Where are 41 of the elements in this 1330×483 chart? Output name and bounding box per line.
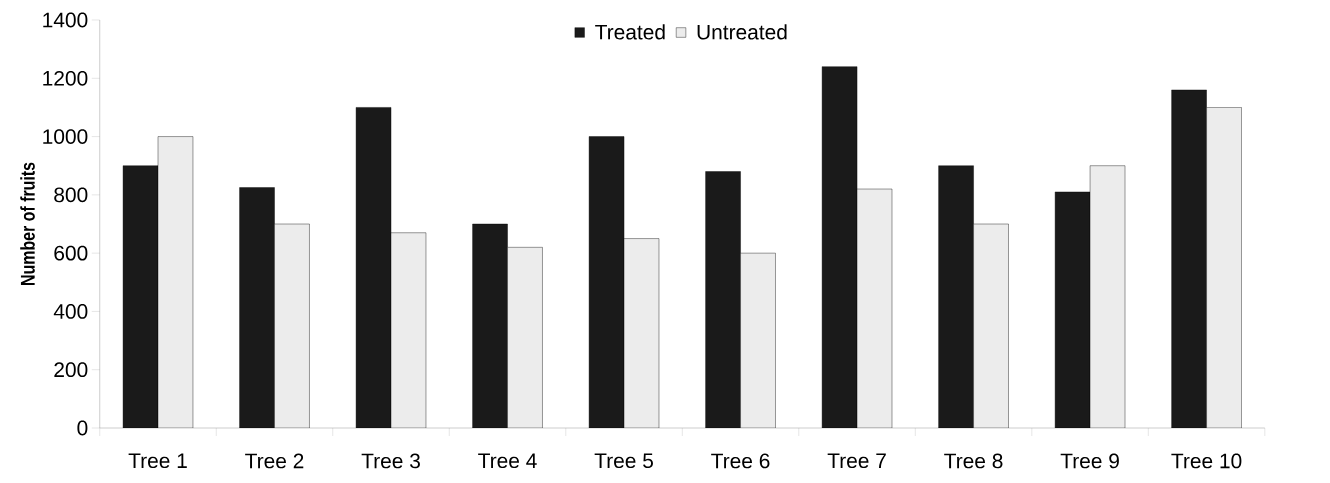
bar <box>122 165 159 428</box>
x-tick-label: Tree 3 <box>361 453 420 469</box>
x-tick-label: Tree 2 <box>245 453 304 469</box>
bar <box>1054 191 1091 428</box>
y-tick-label: 1000 <box>43 129 88 144</box>
bar <box>507 247 543 428</box>
y-tick-label: 0 <box>77 420 88 436</box>
bar <box>274 223 310 428</box>
y-tick-label: 1200 <box>43 70 88 86</box>
bar <box>740 252 776 428</box>
y-tick-label: 200 <box>54 362 88 378</box>
bar <box>239 187 275 428</box>
bar <box>472 223 508 428</box>
x-tick-label: Tree 1 <box>128 453 187 469</box>
bar <box>938 165 974 428</box>
y-tick-label: 400 <box>53 304 88 319</box>
y-tick-label: 800 <box>54 187 88 203</box>
x-tick-label: Tree 9 <box>1060 453 1119 469</box>
y-tick-label: 600 <box>54 245 88 261</box>
y-tick-label: 1400 <box>43 12 88 28</box>
bar <box>705 171 741 428</box>
bar <box>1089 165 1126 428</box>
bar <box>1171 89 1207 428</box>
y-axis-title: Number of fruits <box>20 162 35 285</box>
x-tick-label: Tree 4 <box>478 453 537 469</box>
x-tick-label: Tree 7 <box>827 453 886 469</box>
legend-label: Treated <box>595 24 665 40</box>
bar <box>355 107 392 428</box>
x-tick-label: Tree 8 <box>944 453 1003 469</box>
bar <box>157 136 194 428</box>
legend-label: Untreated <box>697 24 787 40</box>
x-tick-label: Tree 10 <box>1171 453 1242 469</box>
bar <box>821 66 858 428</box>
bar <box>588 136 625 428</box>
bar <box>973 223 1009 428</box>
bar <box>623 238 660 428</box>
bar <box>856 188 893 428</box>
x-tick-label: Tree 5 <box>594 453 653 469</box>
bar <box>1206 107 1242 428</box>
bar <box>390 232 427 428</box>
x-tick-label: Tree 6 <box>711 453 770 469</box>
